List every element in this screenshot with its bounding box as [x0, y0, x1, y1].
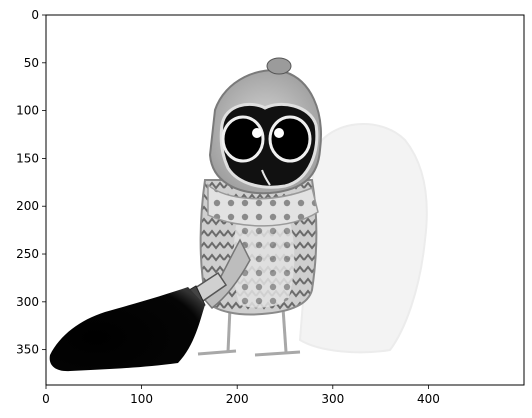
x-tick-label: 400: [417, 392, 440, 406]
y-tick-label: 350: [16, 343, 39, 357]
x-axis: 0 100 200 300 400: [42, 385, 440, 406]
hat-pompom: [266, 57, 292, 75]
y-tick-label: 0: [31, 8, 39, 22]
x-tick-label: 200: [226, 392, 249, 406]
x-tick-label: 300: [321, 392, 344, 406]
y-tick-label: 150: [16, 151, 39, 165]
faint-background-shape: [298, 123, 428, 354]
y-tick-label: 300: [16, 295, 39, 309]
y-tick-label: 50: [24, 56, 39, 70]
x-tick-label: 0: [42, 392, 50, 406]
owl-belly: [233, 222, 295, 308]
y-axis: 0 50 100 150 200 250 300 350: [16, 8, 46, 357]
y-tick-label: 200: [16, 199, 39, 213]
y-tick-label: 100: [16, 104, 39, 118]
owl-legs: [197, 307, 301, 357]
owl-eyes: [221, 115, 312, 163]
x-tick-label: 100: [130, 392, 153, 406]
owl-image: [46, 15, 524, 385]
flashlight-beam: [49, 287, 205, 372]
owl-beak: [261, 169, 271, 186]
y-tick-label: 250: [16, 247, 39, 261]
owl-scarf: [207, 183, 319, 227]
plot-frame: [45, 14, 525, 386]
